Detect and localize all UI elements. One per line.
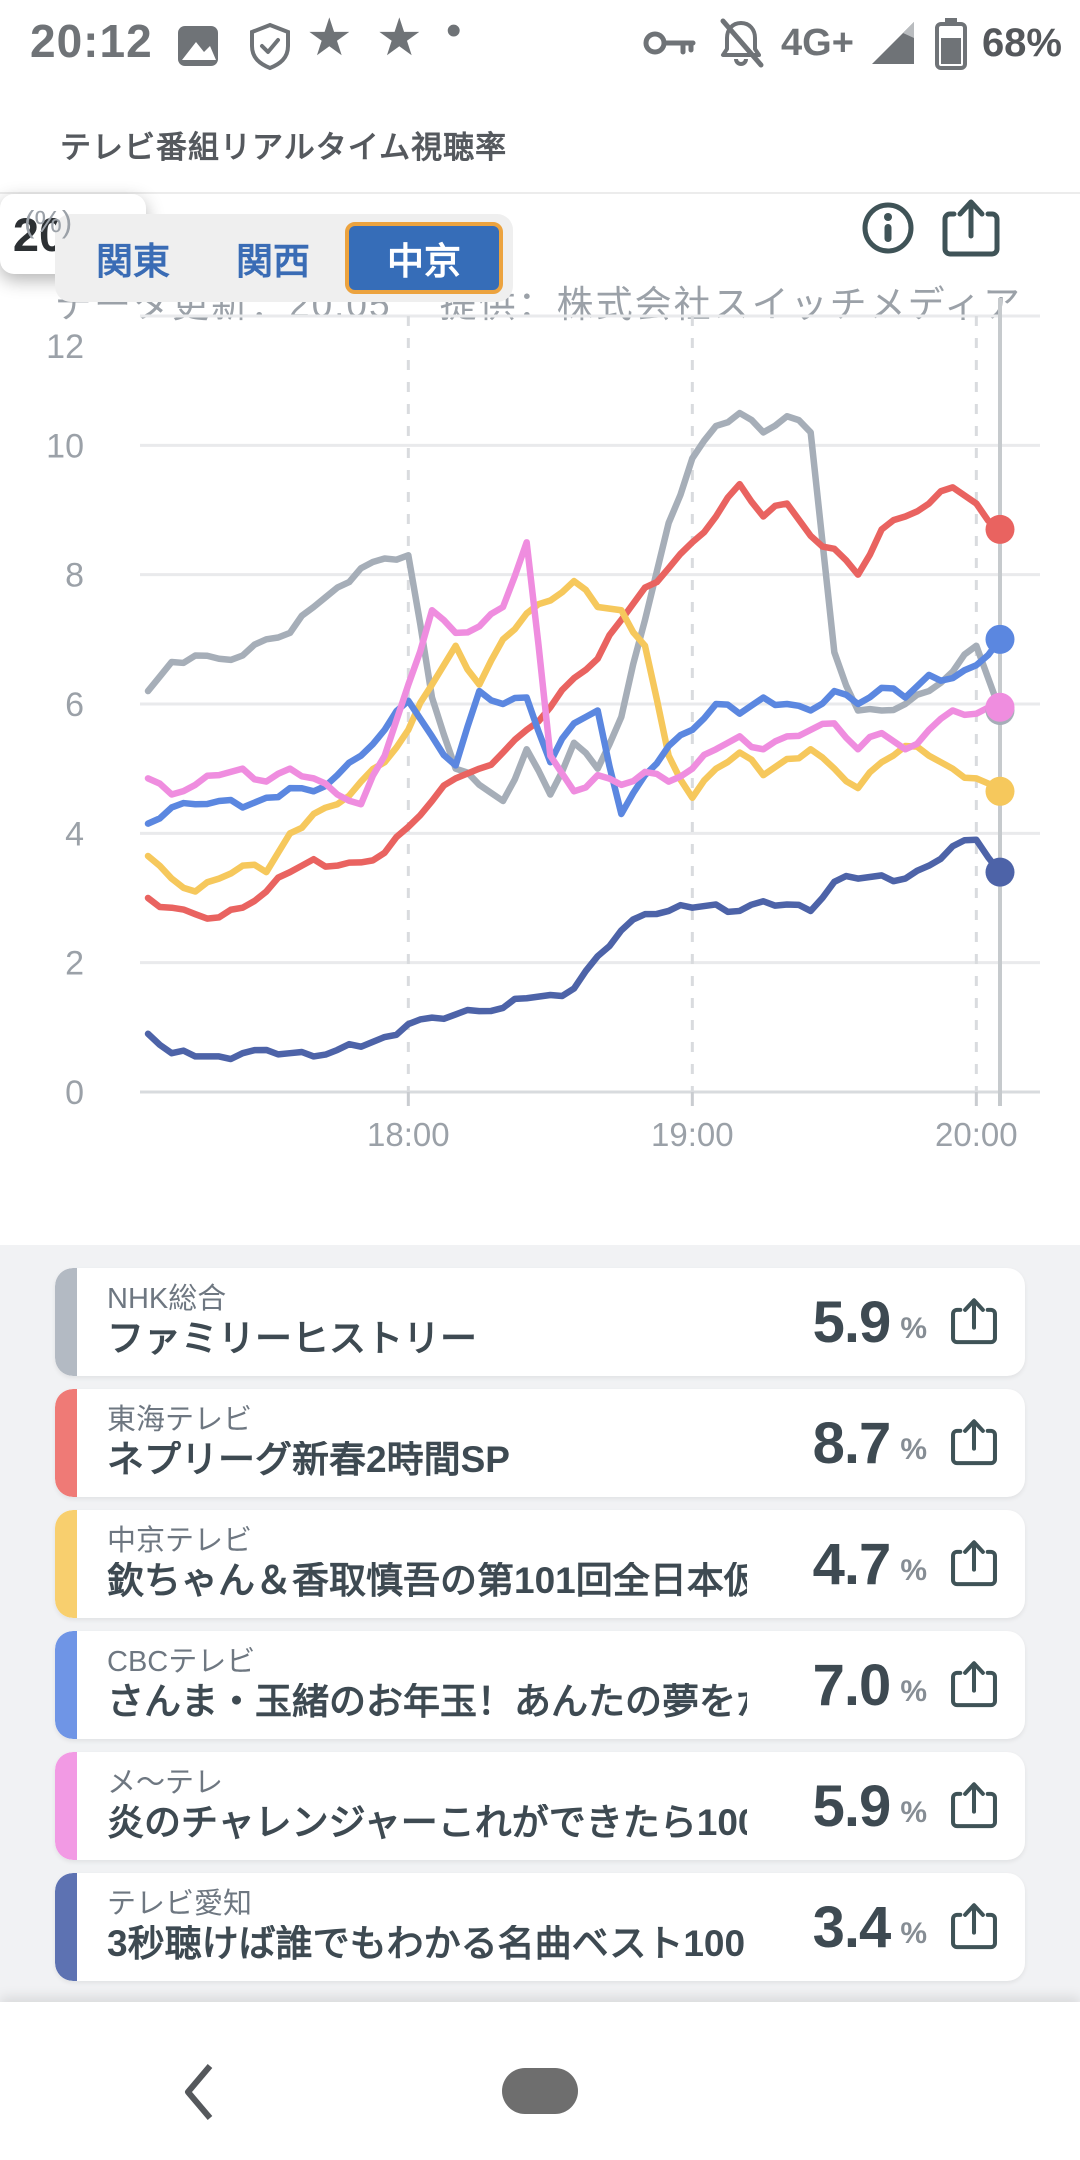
channel-row[interactable]: テレビ愛知 3秒聴けば誰でもわかる名曲ベスト100 3.4 %	[55, 1873, 1025, 1981]
channel-color-bar	[55, 1510, 77, 1618]
program-title: ネプリーグ新春2時間SP	[107, 1441, 510, 1480]
rating-value: 5.9	[812, 1773, 892, 1839]
network-type-label: 4G+	[781, 21, 854, 64]
channel-color-bar	[55, 1268, 77, 1376]
tab-kansai[interactable]: 関西	[236, 241, 310, 282]
share-icon[interactable]	[949, 1658, 999, 1712]
rating-unit: %	[900, 1796, 927, 1829]
rating-unit: %	[900, 1312, 927, 1345]
provider-label: 提供：株式会社スイッチメディア	[439, 284, 1022, 325]
program-title: さんま・玉緒のお年玉！あんたの夢をかな…	[107, 1683, 747, 1722]
channel-row[interactable]: CBCテレビ さんま・玉緒のお年玉！あんたの夢をかな… 7.0 %	[55, 1631, 1025, 1739]
channel-name: 東海テレビ	[107, 1404, 253, 1437]
rating-value: 4.7	[812, 1531, 892, 1597]
share-icon[interactable]	[949, 1295, 999, 1349]
region-tab-group: 関東 関西 中京	[55, 214, 513, 302]
share-icon[interactable]	[949, 1779, 999, 1833]
info-icon[interactable]	[858, 198, 918, 258]
signal-strength-icon	[871, 22, 914, 64]
channel-color-bar	[55, 1631, 77, 1739]
star-icon: ★	[376, 9, 423, 67]
share-icon[interactable]	[949, 1537, 999, 1591]
chart-section: 関東 関西 中京 20:05 (%) データ更新：20:05 提供：株式会社スイ…	[0, 194, 1080, 1245]
channel-name: メ〜テレ	[107, 1767, 224, 1800]
channel-row[interactable]: 東海テレビ ネプリーグ新春2時間SP 8.7 %	[55, 1389, 1025, 1497]
channel-row[interactable]: 中京テレビ 欽ちゃん＆香取慎吾の第101回全日本仮装… 4.7 %	[55, 1510, 1025, 1618]
channel-color-bar	[55, 1389, 77, 1497]
rating-unit: %	[900, 1675, 927, 1708]
tab-kanto[interactable]: 関東	[96, 241, 170, 282]
program-title: 欽ちゃん＆香取慎吾の第101回全日本仮装…	[107, 1562, 747, 1601]
bell-muted-icon	[720, 18, 764, 68]
share-icon[interactable]	[949, 1900, 999, 1954]
screenshot-image-icon	[178, 26, 218, 66]
rating-value: 8.7	[812, 1410, 892, 1476]
channel-color-bar	[55, 1752, 77, 1860]
share-icon[interactable]	[949, 1416, 999, 1470]
rating-value: 5.9	[812, 1289, 892, 1355]
rating-value: 3.4	[812, 1894, 892, 1960]
channel-name: CBCテレビ	[107, 1646, 256, 1679]
channel-name: テレビ愛知	[107, 1888, 253, 1921]
rating-unit: %	[900, 1433, 927, 1466]
battery-icon	[934, 18, 967, 70]
channel-list: NHK総合 ファミリーヒストリー 5.9 % 東海テレビ ネプリーグ新春2時間S…	[0, 1245, 1080, 2002]
app-header: テレビ番組リアルタイム視聴率	[0, 92, 1080, 194]
system-nav-bar	[0, 2002, 1080, 2160]
tab-chukyo[interactable]: 中京	[345, 222, 503, 294]
status-bar: 20:12 ★ ★ • 4G+ 68%	[0, 0, 1080, 92]
channel-name: NHK総合	[107, 1283, 227, 1316]
shield-check-icon	[250, 22, 290, 71]
key-icon	[643, 31, 696, 55]
star-icon: ★	[306, 9, 353, 67]
status-right-cluster: 4G+ 68%	[639, 16, 1062, 70]
program-title: ファミリーヒストリー	[107, 1320, 477, 1359]
program-title: 炎のチャレンジャーこれができたら1000万…	[107, 1804, 747, 1843]
channel-row[interactable]: メ〜テレ 炎のチャレンジャーこれができたら1000万… 5.9 %	[55, 1752, 1025, 1860]
y-axis-unit-label: (%)	[24, 204, 73, 239]
rating-unit: %	[900, 1554, 927, 1587]
notification-dot-icon: •	[446, 6, 462, 55]
channel-name: 中京テレビ	[107, 1525, 253, 1558]
battery-percent-label: 68%	[981, 20, 1062, 65]
channel-row[interactable]: NHK総合 ファミリーヒストリー 5.9 %	[55, 1268, 1025, 1376]
home-pill-button[interactable]	[502, 2068, 578, 2114]
status-clock: 20:12	[30, 15, 153, 67]
rating-unit: %	[900, 1917, 927, 1950]
back-button-icon[interactable]	[178, 2060, 218, 2124]
program-title: 3秒聴けば誰でもわかる名曲ベスト100	[107, 1925, 746, 1964]
share-icon[interactable]	[940, 196, 1002, 262]
rating-value: 7.0	[812, 1652, 892, 1718]
channel-color-bar	[55, 1873, 77, 1981]
page-title: テレビ番組リアルタイム視聴率	[60, 130, 508, 165]
